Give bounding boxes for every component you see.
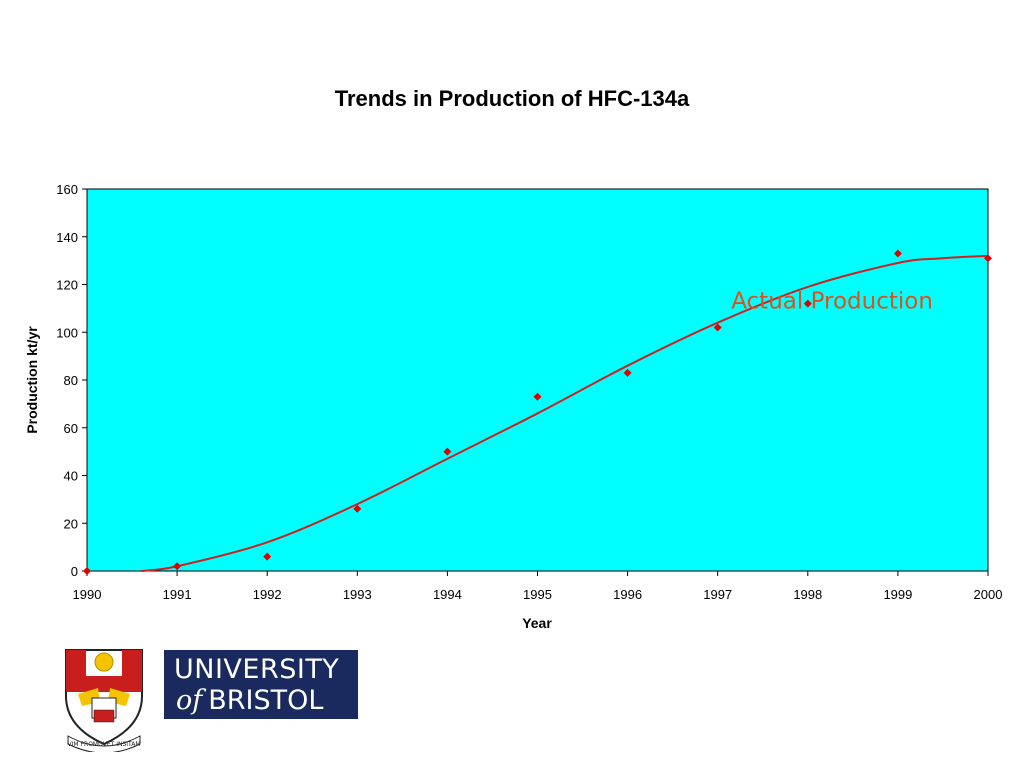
x-tick-label: 1999 bbox=[883, 587, 912, 602]
data-point bbox=[893, 249, 902, 258]
university-wordmark-logo: UNIVERSITY of BRISTOL bbox=[164, 650, 358, 719]
x-tick-label: 1994 bbox=[433, 587, 462, 602]
x-axis-label: Year bbox=[522, 615, 552, 631]
y-tick-label: 100 bbox=[56, 325, 78, 340]
data-point bbox=[623, 368, 632, 377]
wordmark-of-bristol: of BRISTOL bbox=[176, 685, 323, 716]
x-tick-label: 1995 bbox=[523, 587, 552, 602]
wordmark-university: UNIVERSITY bbox=[174, 654, 340, 685]
x-tick-label: 1998 bbox=[793, 587, 822, 602]
wordmark-of: of bbox=[176, 685, 203, 716]
y-tick-label: 20 bbox=[64, 516, 78, 531]
x-axis: 1990 1991 1992 1993 1994 1995 1996 1997 1998 1999… bbox=[73, 571, 1003, 602]
annotation-actual-production: Actual Production bbox=[731, 288, 933, 314]
crest-motto: VIM PROMOVET INSITAM bbox=[67, 741, 140, 748]
wordmark-bristol: BRISTOL bbox=[208, 685, 324, 716]
x-tick-label: 1992 bbox=[253, 587, 282, 602]
x-tick-label: 1990 bbox=[73, 587, 102, 602]
data-points bbox=[83, 249, 992, 575]
x-tick-label: 1991 bbox=[163, 587, 192, 602]
data-point bbox=[83, 567, 91, 575]
data-point bbox=[443, 447, 452, 456]
y-tick-label: 120 bbox=[56, 278, 78, 293]
y-axis-label: Production kt/yr bbox=[24, 326, 40, 434]
logo-area: VIM PROMOVET INSITAM UNIVERSITY of BRISTO… bbox=[58, 644, 368, 754]
y-tick-label: 160 bbox=[56, 182, 78, 197]
trend-curve bbox=[140, 254, 989, 572]
x-tick-label: 1996 bbox=[613, 587, 642, 602]
university-crest-logo: VIM PROMOVET INSITAM bbox=[65, 649, 143, 752]
annotations: Actual Production bbox=[731, 288, 933, 314]
x-tick-label: 2000 bbox=[974, 587, 1003, 602]
data-point bbox=[984, 254, 992, 263]
x-tick-label: 1993 bbox=[343, 587, 372, 602]
data-point bbox=[353, 504, 362, 513]
data-point bbox=[173, 562, 182, 571]
y-tick-label: 40 bbox=[64, 469, 78, 484]
y-axis: 0 20 40 60 80 100 120 140 160 bbox=[56, 182, 87, 579]
y-tick-label: 140 bbox=[56, 230, 78, 245]
chart: Trends in Production of HFC-134a 0 20 40 60… bbox=[24, 86, 1003, 631]
chart-title: Trends in Production of HFC-134a bbox=[335, 86, 690, 111]
x-tick-label: 1997 bbox=[703, 587, 732, 602]
y-tick-label: 0 bbox=[71, 564, 78, 579]
plot-area bbox=[86, 188, 989, 572]
data-point bbox=[803, 299, 812, 308]
y-tick-label: 80 bbox=[64, 373, 78, 388]
data-point bbox=[263, 552, 272, 561]
data-point bbox=[713, 323, 722, 332]
data-point bbox=[533, 392, 542, 401]
y-tick-label: 60 bbox=[64, 421, 78, 436]
